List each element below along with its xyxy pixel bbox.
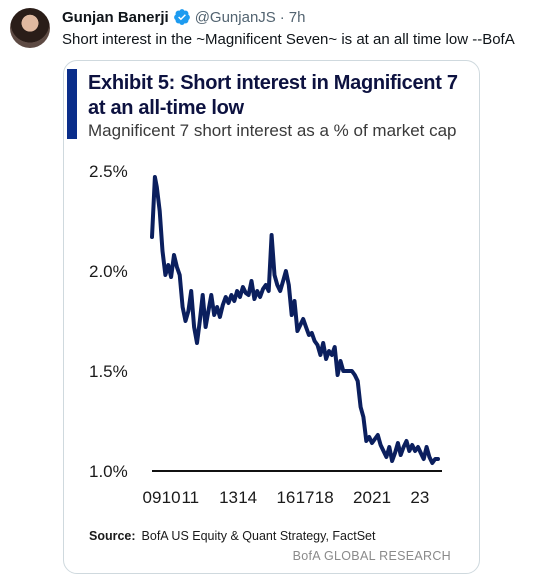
x-tick-label: 18 <box>315 488 334 507</box>
title-accent-bar <box>67 69 77 139</box>
verified-badge-icon <box>173 9 190 25</box>
y-tick-label: 2.5% <box>89 162 128 181</box>
x-tick-label: 09 <box>143 488 162 507</box>
exhibit-title: Exhibit 5: Short interest in Magnificent… <box>88 72 458 119</box>
brand-label: BofA GLOBAL RESEARCH <box>292 549 451 563</box>
tweet-text: Short interest in the ~Magnificent Seven… <box>62 31 515 48</box>
author-handle[interactable]: @GunjanJS <box>194 8 276 26</box>
x-tick-label: 10 <box>162 488 181 507</box>
series-line <box>150 175 440 465</box>
exhibit-subtitle: Magnificent 7 short interest as a % of m… <box>88 121 457 140</box>
y-tick-label: 1.5% <box>89 362 128 381</box>
author-avatar[interactable] <box>10 8 50 48</box>
x-tick-label: 14 <box>238 488 257 507</box>
x-tick-label: 23 <box>410 488 429 507</box>
source-label: Source: <box>89 529 136 543</box>
x-tick-label: 13 <box>219 488 238 507</box>
tweet-time[interactable]: 7h <box>288 8 306 26</box>
source-note: Source: BofA US Equity & Quant Strategy, … <box>89 529 375 543</box>
short-interest-line-chart: 1.0% 1.5% 2.0% 2.5% 09 10 11 13 14 16 17 18 20 21 23 <box>89 162 442 507</box>
source-text: BofA US Equity & Quant Strategy, FactSet <box>141 529 376 543</box>
x-tick-label: 21 <box>372 488 391 507</box>
x-tick-label: 11 <box>181 488 199 507</box>
x-tick-label: 17 <box>296 488 315 507</box>
chart-image-card[interactable]: Exhibit 5: Short interest in Magnificent… <box>63 60 480 574</box>
y-tick-label: 2.0% <box>89 262 128 281</box>
separator-dot: · <box>279 8 285 26</box>
x-tick-label: 20 <box>353 488 372 507</box>
tweet-header: Gunjan Banerji @GunjanJS · 7h <box>62 8 305 26</box>
author-name[interactable]: Gunjan Banerji <box>62 8 169 26</box>
x-tick-label: 16 <box>276 488 295 507</box>
y-tick-label: 1.0% <box>89 462 128 481</box>
